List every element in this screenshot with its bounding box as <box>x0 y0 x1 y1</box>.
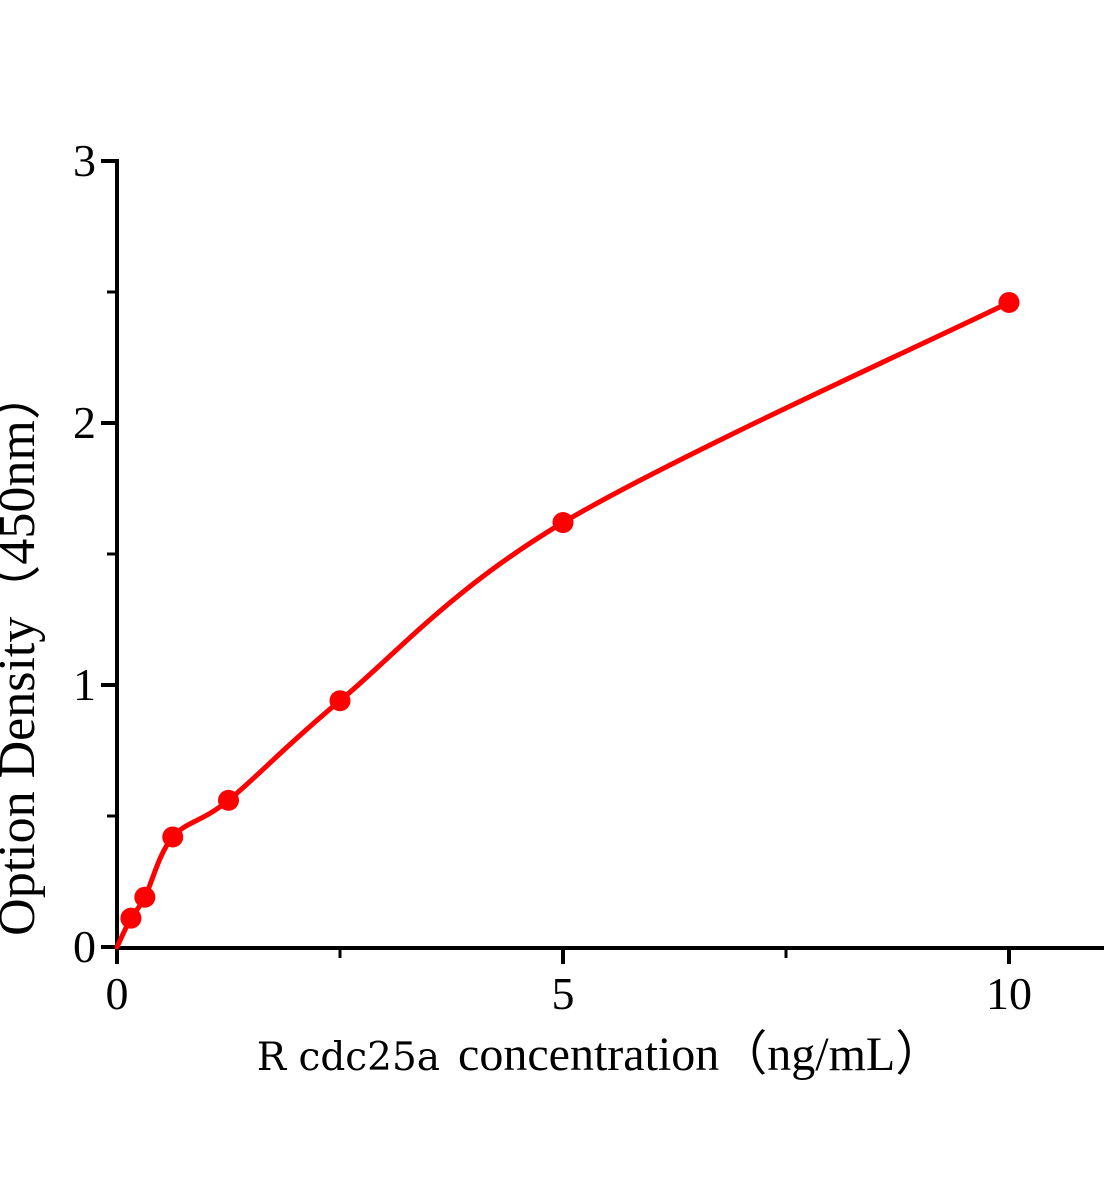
y-tick-label: 0 <box>73 921 96 972</box>
x-tick-label: 5 <box>552 968 575 1019</box>
data-point <box>552 512 574 534</box>
data-point <box>162 826 184 848</box>
x-axis-title: R cdc25a concentration（ng/mL） <box>257 1028 944 1081</box>
x-axis-title-prefix: R cdc25a <box>257 1035 440 1080</box>
data-point <box>134 886 156 908</box>
axes <box>115 159 1104 962</box>
y-tick-label: 3 <box>73 135 96 186</box>
y-axis-title: Option Density（450nm） <box>0 368 46 936</box>
x-axis-title-main: concentration（ng/mL） <box>458 1028 943 1081</box>
data-points <box>120 291 1020 929</box>
data-point <box>218 789 239 811</box>
data-point <box>120 907 142 929</box>
x-tick-label: 10 <box>986 968 1032 1019</box>
axis-ticks <box>101 159 1011 964</box>
data-point <box>329 690 351 712</box>
y-tick-label: 1 <box>73 659 96 710</box>
x-tick-label: 0 <box>106 968 129 1019</box>
fitted-curve-line <box>114 299 1012 950</box>
tick-labels: 0 5 10 0 1 2 3 <box>73 135 1032 1019</box>
y-tick-label: 2 <box>73 397 96 448</box>
data-point <box>998 291 1020 313</box>
